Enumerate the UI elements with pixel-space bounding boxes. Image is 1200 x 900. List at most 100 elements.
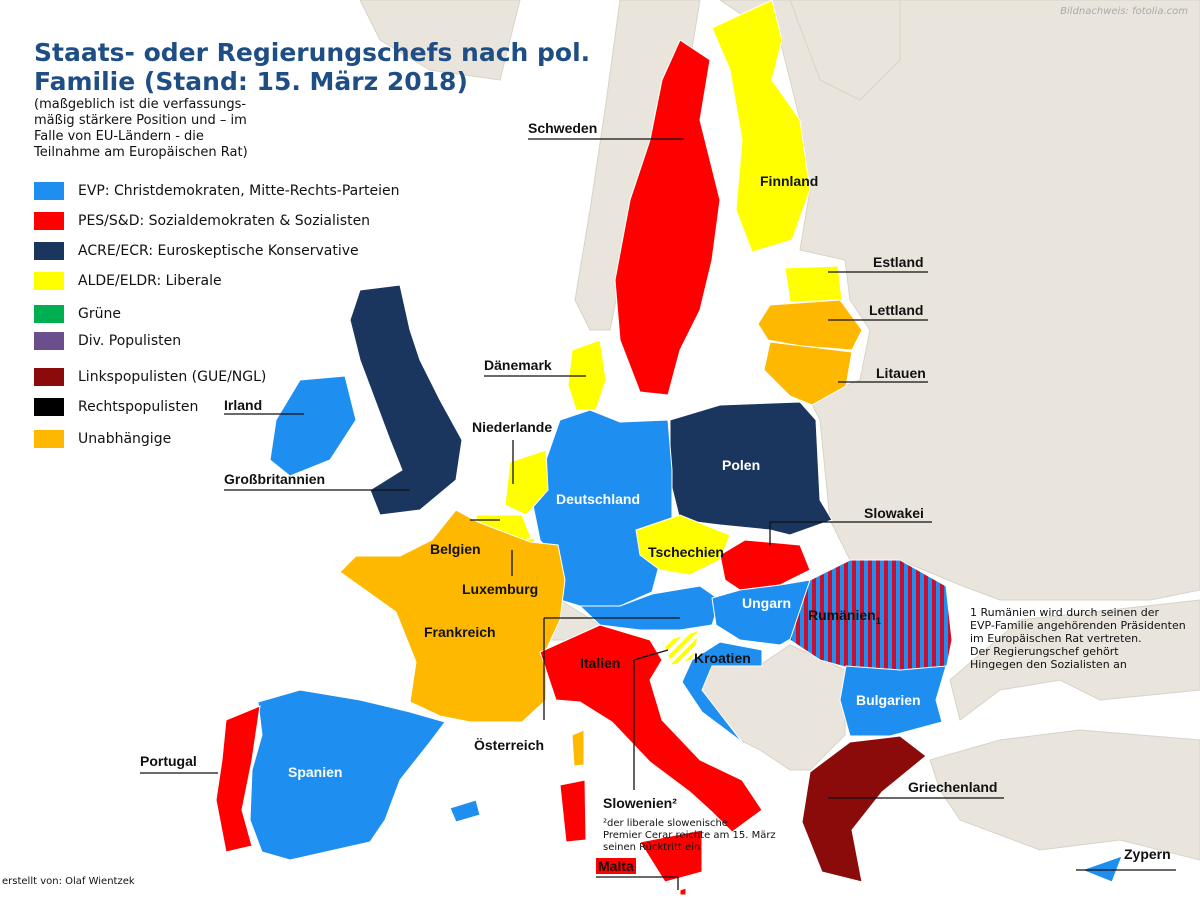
country-irland[interactable] bbox=[269, 375, 357, 477]
country-sizilien[interactable] bbox=[639, 829, 703, 883]
legend-item-linkspopulisten: Linkspopulisten (GUE/NGL) bbox=[34, 368, 266, 386]
legend-item-populisten: Div. Populisten bbox=[34, 332, 181, 350]
footnote-rumaenien: 1 Rumänien wird durch seinen der EVP-Fam… bbox=[970, 606, 1186, 671]
country-estland[interactable] bbox=[784, 265, 843, 303]
legend-label: ACRE/ECR: Euroskeptische Konservative bbox=[78, 243, 359, 259]
label-griechenland: Griechenland bbox=[908, 779, 998, 795]
legend-label: Grüne bbox=[78, 306, 121, 322]
label-lettland: Lettland bbox=[869, 302, 924, 318]
label-rumaenien-sup: 1 bbox=[875, 615, 881, 626]
label-ungarn: Ungarn bbox=[742, 595, 791, 611]
country-malta[interactable] bbox=[679, 887, 687, 896]
country-frankreich[interactable] bbox=[339, 509, 566, 723]
legend-item-pes: PES/S&D: Sozialdemokraten & Sozialisten bbox=[34, 212, 370, 230]
author-credit: erstellt von: Olaf Wientzek bbox=[2, 876, 135, 887]
label-frankreich: Frankreich bbox=[424, 624, 496, 640]
footnote-line: seinen Rücktritt ein bbox=[603, 842, 701, 853]
title-line-2: Familie (Stand: 15. März 2018) bbox=[34, 67, 468, 96]
legend-item-rechtspopulisten: Rechtspopulisten bbox=[34, 398, 198, 416]
map-subtitle: (maßgeblich ist die verfassungs-mäßig st… bbox=[34, 97, 248, 160]
legend-item-evp: EVP: Christdemokraten, Mitte-Rechts-Part… bbox=[34, 182, 400, 200]
label-irland: Irland bbox=[224, 397, 263, 413]
label-kroatien: Kroatien bbox=[694, 650, 751, 666]
label-zypern: Zypern bbox=[1124, 846, 1171, 862]
label-estland: Estland bbox=[873, 254, 924, 270]
country-zypern[interactable] bbox=[1080, 855, 1123, 883]
country-spanien[interactable] bbox=[249, 689, 446, 861]
label-oesterreich: Österreich bbox=[474, 737, 545, 753]
footnote-line: Der Regierungschef gehört bbox=[970, 645, 1119, 658]
legend-swatch bbox=[34, 430, 64, 448]
country-griechenland[interactable] bbox=[801, 735, 927, 883]
legend-swatch bbox=[34, 212, 64, 230]
label-polen: Polen bbox=[722, 457, 761, 473]
country-niederlande[interactable] bbox=[504, 449, 549, 516]
label-slowakei: Slowakei bbox=[864, 505, 924, 521]
country-slowakei[interactable] bbox=[719, 539, 811, 591]
label-luxemburg: Luxemburg bbox=[462, 581, 539, 597]
label-spanien: Spanien bbox=[288, 764, 343, 780]
label-finnland: Finnland bbox=[760, 173, 819, 189]
island-balearen[interactable] bbox=[449, 799, 481, 823]
country-tschechien[interactable] bbox=[635, 514, 731, 576]
country-polen[interactable] bbox=[669, 401, 833, 536]
country-schweden[interactable] bbox=[614, 39, 721, 396]
legend-label: ALDE/ELDR: Liberale bbox=[78, 273, 222, 289]
label-rumaenien-text: Rumänien bbox=[808, 607, 876, 623]
label-niederlande: Niederlande bbox=[472, 419, 553, 435]
country-grossbritannien[interactable] bbox=[349, 284, 463, 516]
footnote-line: ²der liberale slowenische bbox=[603, 818, 728, 829]
legend-label: EVP: Christdemokraten, Mitte-Rechts-Part… bbox=[78, 183, 400, 199]
legend-label: PES/S&D: Sozialdemokraten & Sozialisten bbox=[78, 213, 371, 229]
eu-countries bbox=[215, 0, 1123, 896]
legend-swatch bbox=[34, 398, 64, 416]
country-litauen[interactable] bbox=[763, 341, 853, 406]
map-title: Staats- oder Regierungschefs nach pol. F… bbox=[34, 38, 590, 96]
label-litauen: Litauen bbox=[876, 365, 926, 381]
legend-swatch bbox=[34, 182, 64, 200]
legend-label: Div. Populisten bbox=[78, 333, 182, 349]
legend-swatch bbox=[34, 272, 64, 290]
label-portugal: Portugal bbox=[140, 753, 197, 769]
label-italien: Italien bbox=[580, 655, 621, 671]
label-malta: Malta bbox=[596, 858, 636, 874]
legend-item-alde: ALDE/ELDR: Liberale bbox=[34, 272, 222, 290]
label-grossbritannien: Großbritannien bbox=[224, 471, 326, 487]
label-tschechien: Tschechien bbox=[648, 544, 724, 560]
country-deutschland[interactable] bbox=[529, 409, 673, 607]
legend-swatch bbox=[34, 242, 64, 260]
country-kroatien[interactable] bbox=[681, 641, 763, 743]
label-bulgarien: Bulgarien bbox=[856, 692, 921, 708]
country-rumaenien[interactable] bbox=[789, 559, 953, 671]
leader-lines bbox=[140, 138, 1176, 890]
legend-label: Rechtspopulisten bbox=[78, 399, 199, 415]
footnote-line: im Europäischen Rat vertreten. bbox=[970, 632, 1142, 645]
label-slowenien: Slowenien² bbox=[603, 795, 677, 811]
legend-item-unabhaengige: Unabhängige bbox=[34, 430, 171, 448]
footnote-line: EVP-Familie angehörenden Präsidenten bbox=[970, 619, 1186, 632]
legend-item-gruene: Grüne bbox=[34, 305, 121, 323]
footnote-line: 1 Rumänien wird durch seinen der bbox=[970, 606, 1159, 619]
country-portugal[interactable] bbox=[215, 705, 261, 853]
country-lettland[interactable] bbox=[757, 299, 863, 351]
footnote-line: Hingegen den Sozialisten an bbox=[970, 658, 1127, 671]
label-schweden: Schweden bbox=[528, 120, 598, 136]
footnote-line: Premier Cerar reichte am 15. März bbox=[603, 830, 776, 841]
footnote-slowenien: ²der liberale slowenische Premier Cerar … bbox=[603, 818, 776, 854]
label-rumaenien: Rumänien1 bbox=[808, 607, 881, 626]
legend-label: Unabhängige bbox=[78, 431, 172, 447]
country-finnland[interactable] bbox=[711, 0, 811, 253]
legend-swatch bbox=[34, 332, 64, 350]
legend-swatch bbox=[34, 368, 64, 386]
image-credit: Bildnachweis: fotolia.com bbox=[1060, 6, 1188, 17]
label-belgien: Belgien bbox=[430, 541, 481, 557]
legend-swatch bbox=[34, 305, 64, 323]
country-daenemark[interactable] bbox=[567, 339, 607, 411]
label-deutschland: Deutschland bbox=[556, 491, 641, 507]
country-bulgarien[interactable] bbox=[839, 665, 947, 737]
country-korsika[interactable] bbox=[571, 729, 585, 767]
country-sardinien[interactable] bbox=[559, 779, 587, 843]
label-daenemark: Dänemark bbox=[484, 357, 552, 373]
title-line-1: Staats- oder Regierungschefs nach pol. bbox=[34, 38, 591, 67]
